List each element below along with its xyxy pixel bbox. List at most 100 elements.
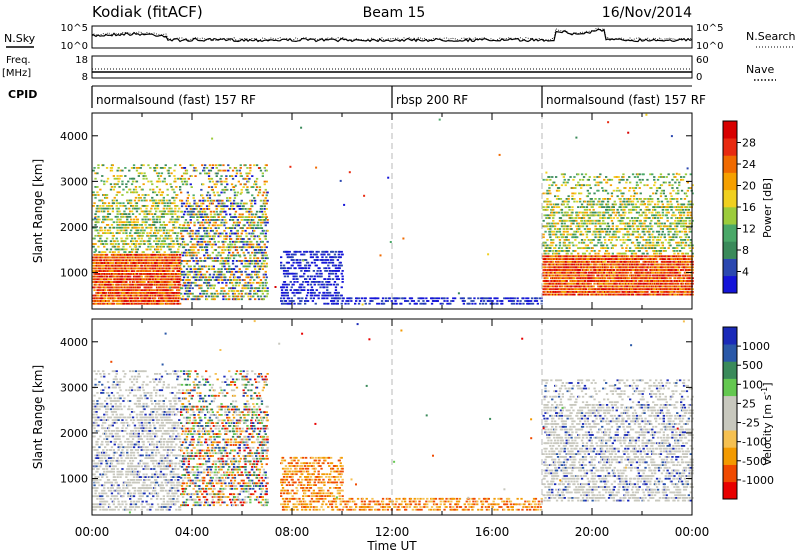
- range-gate-cell: [152, 253, 155, 256]
- range-gate-cell: [505, 297, 508, 300]
- range-gate-cell: [327, 291, 330, 294]
- range-gate-cell: [323, 253, 326, 256]
- range-gate-cell: [140, 164, 143, 167]
- range-gate-cell: [244, 270, 247, 273]
- range-gate-cell: [238, 213, 241, 216]
- range-gate-cell: [310, 275, 314, 278]
- range-gate-cell: [157, 259, 161, 262]
- range-gate-cell: [129, 297, 132, 300]
- range-gate-cell: [119, 202, 122, 205]
- range-gate-cell: [186, 227, 189, 229]
- range-gate-cell: [228, 290, 231, 292]
- range-gate-cell: [553, 285, 556, 288]
- range-gate-cell: [137, 196, 140, 199]
- range-gate-cell: [174, 213, 177, 215]
- range-gate-cell: [261, 175, 264, 177]
- range-gate-cell: [196, 262, 199, 265]
- range-gate-cell: [192, 251, 195, 254]
- range-gate-cell: [216, 260, 219, 262]
- range-gate-cell: [551, 230, 554, 233]
- range-gate-cell: [123, 210, 126, 213]
- range-gate-cell: [168, 175, 171, 177]
- range-gate-cell: [98, 240, 101, 243]
- range-gate-cell: [155, 234, 158, 237]
- range-gate-cell: [293, 302, 296, 305]
- range-gate-cell: [223, 221, 226, 224]
- range-gate-cell: [266, 221, 269, 224]
- range-gate-cell: [202, 276, 205, 279]
- range-gate-cell: [522, 297, 525, 300]
- range-gate-cell: [193, 169, 196, 172]
- range-gate-cell: [322, 250, 325, 253]
- range-gate-cell: [563, 250, 566, 252]
- range-gate-cell: [251, 276, 254, 279]
- range-gate-cell: [433, 297, 437, 300]
- range-gate-cell: [163, 202, 166, 205]
- freq-tick-bottom: 8: [82, 72, 88, 83]
- range-gate-cell: [217, 279, 220, 281]
- range-gate-cell: [134, 186, 138, 188]
- range-gate-cell: [564, 263, 567, 266]
- range-gate-cell: [197, 221, 200, 224]
- range-gate-cell: [258, 191, 262, 194]
- range-gate-cell: [196, 235, 199, 238]
- range-gate-cell: [253, 183, 256, 186]
- range-gate-cell: [417, 297, 420, 300]
- range-gate-cell: [196, 202, 199, 205]
- range-gate-cell: [260, 208, 264, 210]
- range-gate-cell: [111, 207, 114, 210]
- range-gate-cell: [557, 187, 561, 189]
- range-gate-cell: [547, 206, 550, 208]
- range-gate-cell: [224, 205, 227, 208]
- range-gate-cell: [158, 215, 162, 218]
- range-gate-cell: [105, 292, 108, 294]
- range-gate-cell: [263, 167, 266, 169]
- range-gate-cell: [306, 283, 310, 286]
- range-gate-cell: [325, 294, 328, 297]
- range-gate-cell: [235, 265, 239, 268]
- range-gate-cell: [227, 262, 230, 265]
- range-gate-cell: [336, 302, 339, 305]
- range-gate-cell: [187, 194, 190, 197]
- range-gate-cell: [138, 213, 141, 215]
- range-gate-cell: [300, 286, 303, 289]
- range-gate-cell: [163, 167, 166, 169]
- range-gate-cell: [540, 300, 543, 302]
- range-gate-cell: [224, 210, 227, 213]
- range-gate-cell: [177, 218, 180, 221]
- range-gate-cell: [530, 300, 533, 302]
- range-gate-cell: [254, 251, 257, 254]
- range-gate-cell: [219, 254, 222, 257]
- range-gate-cell: [206, 254, 210, 257]
- range-gate-cell: [205, 290, 209, 292]
- range-gate-cell: [134, 188, 138, 191]
- range-gate-cell: [264, 257, 267, 260]
- range-gate-cell: [231, 219, 235, 221]
- range-gate-cell: [108, 213, 112, 215]
- range-gate-cell: [265, 254, 268, 257]
- range-gate-cell: [543, 214, 546, 217]
- range-gate-cell: [163, 205, 166, 207]
- range-gate-cell: [110, 273, 114, 275]
- range-gate-cell: [546, 203, 549, 206]
- range-gate-cell: [184, 227, 188, 229]
- range-gate-cell: [235, 194, 239, 197]
- range-gate-cell: [143, 283, 146, 286]
- range-gate-cell: [195, 213, 198, 216]
- range-gate-cell: [284, 294, 288, 297]
- range-gate-cell: [125, 183, 128, 186]
- range-gate-cell: [176, 237, 179, 240]
- range-gate-cell: [129, 278, 132, 281]
- range-gate-cell: [562, 274, 565, 277]
- range-gate-cell: [225, 213, 228, 216]
- range-gate-cell: [509, 300, 513, 302]
- range-gate-cell: [312, 297, 315, 300]
- range-gate-cell: [328, 267, 331, 270]
- range-gate-cell: [257, 287, 261, 290]
- range-gate-cell: [141, 234, 144, 237]
- range-gate-cell: [256, 227, 260, 229]
- range-gate-cell: [181, 284, 185, 287]
- range-gate-cell: [215, 208, 218, 210]
- range-gate-cell: [214, 186, 217, 188]
- range-gate-cell: [97, 167, 100, 169]
